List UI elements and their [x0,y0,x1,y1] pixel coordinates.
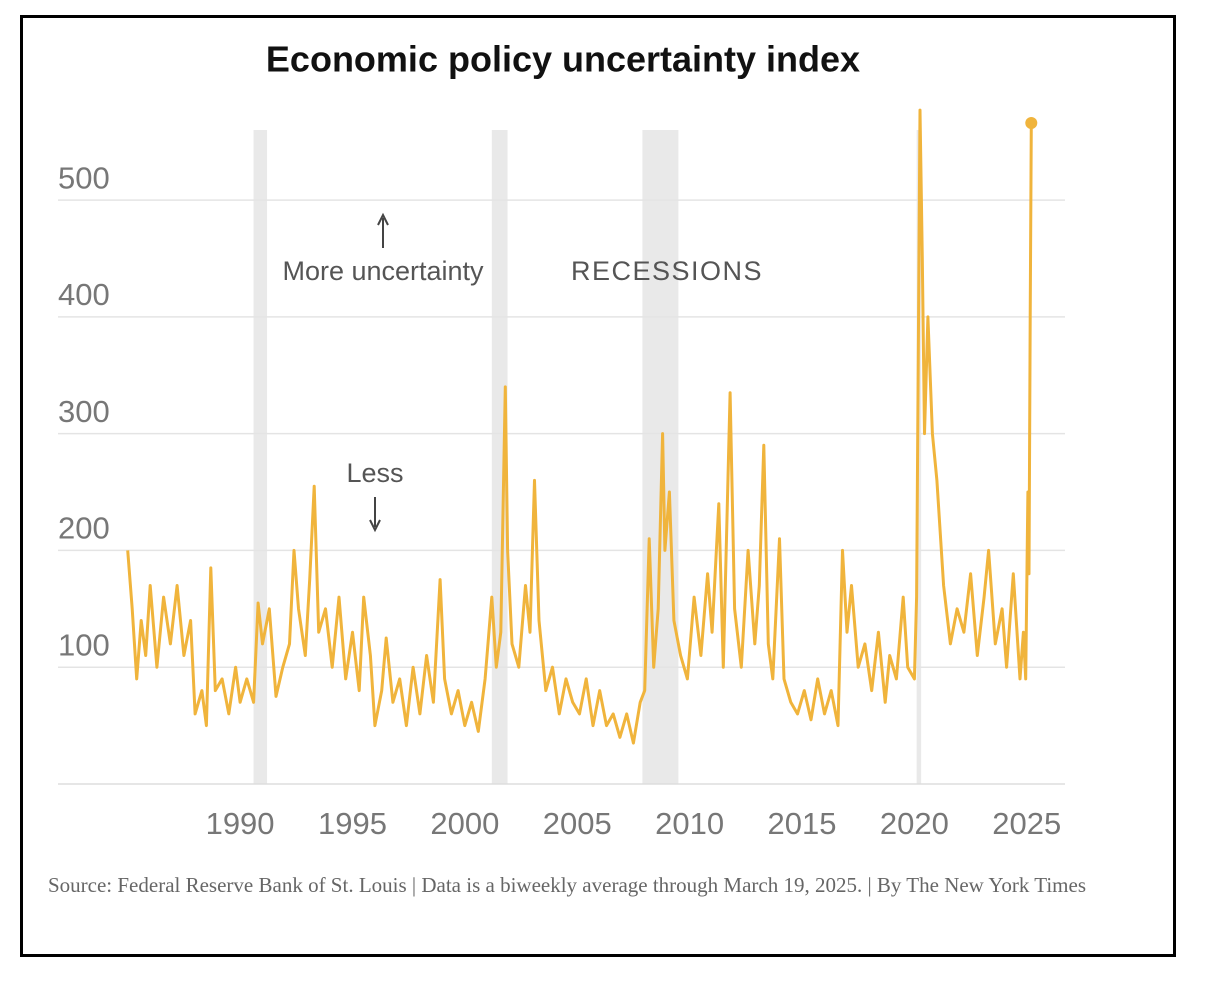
chart-title: Economic policy uncertainty index [266,39,860,80]
annotation: More uncertainty [282,256,484,286]
y-tick-label: 300 [58,394,110,429]
source-note: Source: Federal Reserve Bank of St. Loui… [47,873,1086,897]
arrow-head [377,212,389,226]
x-tick-label: 2005 [543,806,612,841]
arrow-head [369,519,381,533]
annotation: Less [346,458,403,488]
y-tick-label: 200 [58,511,110,546]
x-tick-label: 1990 [206,806,275,841]
y-tick-label: 500 [58,160,110,195]
frame [20,15,1176,957]
x-tick-label: 2010 [655,806,724,841]
y-tick-label: 100 [58,627,110,662]
x-tick-label: 1995 [318,806,387,841]
x-tick-label: 2020 [880,806,949,841]
recession-band [491,130,508,784]
annotation: RECESSIONS [571,256,763,286]
recession-band [642,130,679,784]
x-tick-label: 2025 [992,806,1061,841]
x-tick-label: 2000 [430,806,499,841]
y-tick-label: 400 [58,277,110,312]
x-tick-label: 2015 [768,806,837,841]
end-point [1025,116,1038,129]
data-line [126,108,1033,745]
